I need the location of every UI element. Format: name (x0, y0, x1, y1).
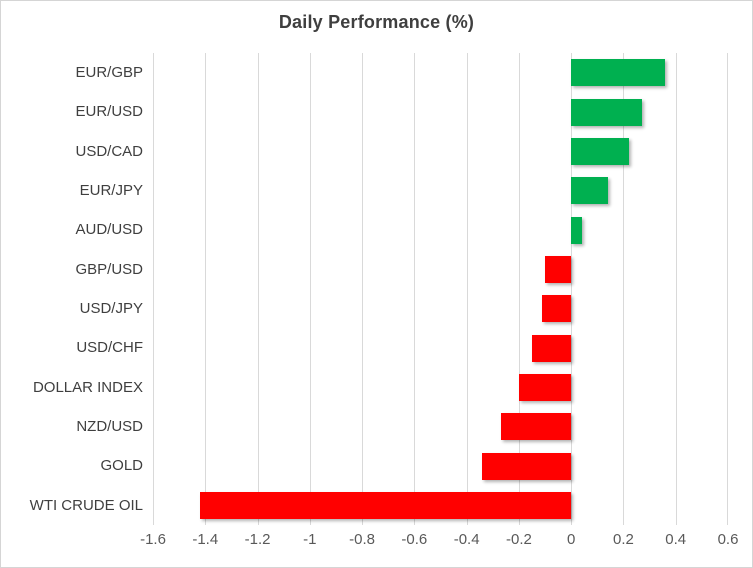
x-tick-label: -1.2 (244, 531, 271, 548)
x-tick-label: -1.6 (140, 531, 166, 548)
category-label-usd-chf: USD/CHF (76, 339, 143, 357)
gridline (466, 53, 468, 525)
gridline (153, 53, 154, 525)
bar-aud-usd (571, 216, 582, 244)
x-tick-label: -1.4 (192, 531, 219, 548)
gridline (571, 53, 573, 525)
category-label-aud-usd: AUD/USD (75, 221, 143, 239)
x-tick-label: 0.4 (665, 531, 687, 548)
bar-wti-crude-oil (200, 491, 572, 519)
category-label-wti-crude-oil: WTI CRUDE OIL (29, 496, 143, 514)
x-tick-label: -0.8 (349, 531, 376, 548)
x-tick-label: 0 (567, 531, 576, 548)
bar-gbp-usd (545, 255, 572, 283)
category-axis: EUR/GBP EUR/USD USD/CAD EUR/JPY AUD/USD GBP/U… (7, 53, 143, 525)
x-tick-label: 0.6 (717, 531, 739, 548)
x-tick-label: -1 (303, 531, 317, 548)
bar-usd-cad (571, 137, 629, 165)
gridline (362, 53, 364, 525)
category-label-usd-cad: USD/CAD (75, 142, 143, 160)
x-tick-label: -0.2 (505, 531, 532, 548)
bar-eur-usd (571, 98, 642, 126)
bar-dollar-index (518, 373, 572, 401)
category-label-gold: GOLD (100, 457, 143, 475)
bar-gold (482, 452, 572, 480)
bar-eur-gbp (571, 59, 666, 87)
gridline (414, 53, 416, 525)
category-label-nzd-usd: NZD/USD (76, 418, 143, 436)
x-tick-label: -0.4 (453, 531, 480, 548)
gridline (623, 53, 625, 525)
category-label-usd-jpy: USD/JPY (79, 300, 143, 318)
x-tick-label: -0.6 (401, 531, 428, 548)
gridline (675, 53, 677, 525)
gridline (727, 53, 728, 525)
x-tick-label: 0.2 (613, 531, 634, 548)
gridline (257, 53, 259, 525)
bar-nzd-usd (500, 413, 572, 441)
bar-usd-jpy (542, 295, 572, 323)
category-label-gbp-usd: GBP/USD (75, 260, 143, 278)
category-label-eur-jpy: EUR/JPY (79, 182, 143, 200)
category-label-eur-gbp: EUR/GBP (75, 64, 143, 82)
chart-title: Daily Performance (%) (278, 12, 475, 32)
x-axis: -1.6 -1.4 -1.2 -1 -0.8 -0.6 -0.4 -0.2 0 0.2 0.4 0.6 (1, 531, 753, 553)
gridline (518, 53, 520, 525)
gridline (205, 53, 207, 525)
category-label-dollar-index: DOLLAR INDEX (32, 378, 143, 396)
category-label-eur-usd: EUR/USD (75, 103, 143, 121)
bar-usd-chf (531, 334, 572, 362)
gridline (309, 53, 311, 525)
bar-eur-jpy (571, 177, 608, 205)
plot-area (153, 53, 728, 525)
